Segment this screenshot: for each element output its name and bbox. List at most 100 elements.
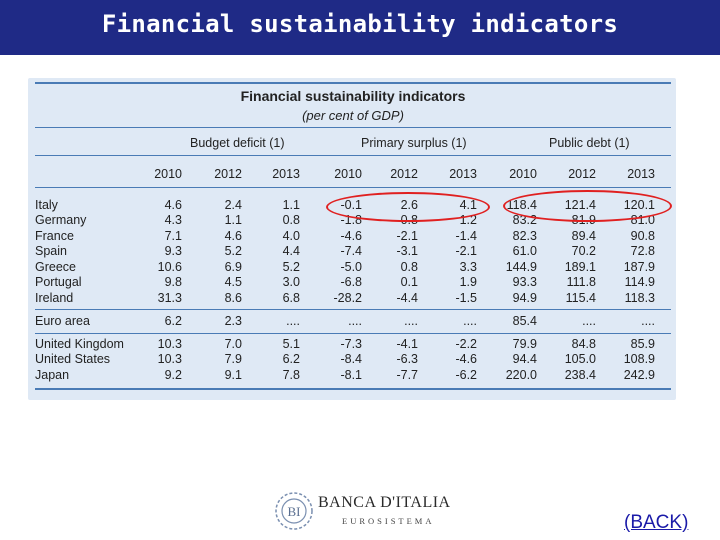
table-cell: 4.0 [282,229,300,243]
table-cell: 4.5 [224,275,242,289]
table-cell: 4.6 [164,198,182,212]
table-cell: 108.9 [623,352,655,366]
table-cell: 9.1 [224,368,242,382]
table-cell: 1.9 [459,275,477,289]
table-cell: 9.3 [164,244,182,258]
logo-name: BANCA D'ITALIA [318,494,451,511]
table-cell: 0.8 [400,260,418,274]
table-title: Financial sustainability indicators [240,88,466,104]
table-cell: 187.9 [623,260,655,274]
table-cell: 114.9 [624,275,655,289]
group-header-public-debt: Public debt (1) [549,136,630,150]
year-header: 2010 [154,167,182,181]
table-cell: .... [582,314,596,328]
table-cell: 4.4 [282,244,300,258]
back-link[interactable]: (BACK) [624,512,689,533]
table-cell: -8.4 [340,352,362,366]
table-cell: 2.4 [224,198,242,212]
section-rule-2 [35,333,671,334]
table-cell: -4.6 [455,352,477,366]
highlight-ellipse-primary-surplus [326,192,490,222]
table-cell: -7.7 [396,368,418,382]
table-cell: 10.3 [157,337,182,351]
row-label: United Kingdom [35,337,124,351]
table-cell: -6.2 [455,368,477,382]
table-cell: 10.6 [157,260,182,274]
table-cell: 84.8 [571,337,596,351]
row-label: Greece [35,260,76,274]
highlight-ellipse-public-debt [503,190,672,222]
table-cell: -2.2 [455,337,477,351]
table-cell: -1.4 [455,229,477,243]
table-cell: -7.3 [340,337,362,351]
table-cell: -2.1 [396,229,418,243]
row-label: France [35,229,74,243]
table-panel [28,78,676,400]
header-rule [35,127,671,128]
table-cell: -4.4 [396,291,418,305]
table-cell: 6.2 [282,352,300,366]
table-cell: -5.0 [340,260,362,274]
table-cell: 189.1 [564,260,596,274]
table-cell: .... [641,314,655,328]
table-cell: 5.1 [282,337,300,351]
table-cell: 90.8 [630,229,655,243]
table-cell: 31.3 [157,291,182,305]
table-cell: .... [463,314,477,328]
table-cell: -3.1 [396,244,418,258]
row-label: Euro area [35,314,90,328]
table-cell: 2.3 [224,314,242,328]
row-label: Portugal [35,275,82,289]
table-cell: 1.1 [224,213,242,227]
table-cell: 115.4 [565,291,596,305]
table-cell: 9.2 [164,368,182,382]
year-rule [35,187,671,188]
table-cell: 89.4 [571,229,596,243]
table-cell: 82.3 [512,229,537,243]
table-cell: 6.2 [164,314,182,328]
table-cell: 7.8 [282,368,300,382]
group-header-budget-deficit: Budget deficit (1) [190,136,285,150]
year-header: 2013 [627,167,655,181]
table-bottom-rule [35,388,671,390]
table-cell: 94.4 [512,352,537,366]
table-cell: 0.1 [400,275,418,289]
table-cell: 7.1 [164,229,182,243]
table-top-rule [35,82,671,84]
table-cell: 111.8 [566,275,596,289]
table-cell: 85.9 [630,337,655,351]
table-cell: .... [404,314,418,328]
row-label: Ireland [35,291,74,305]
row-label: Germany [35,213,87,227]
table-cell: 6.8 [282,291,300,305]
table-cell: .... [286,314,300,328]
table-cell: 105.0 [564,352,596,366]
table-cell: 94.9 [512,291,537,305]
year-header: 2013 [449,167,477,181]
year-header: 2012 [568,167,596,181]
table-cell: 61.0 [512,244,537,258]
table-cell: 8.6 [224,291,242,305]
table-cell: -4.1 [396,337,418,351]
table-cell: 7.0 [224,337,242,351]
row-label: Italy [35,198,58,212]
row-label: Spain [35,244,67,258]
table-cell: 242.9 [623,368,655,382]
table-cell: -8.1 [340,368,362,382]
year-header: 2012 [390,167,418,181]
year-header: 2010 [334,167,362,181]
table-cell: 9.8 [164,275,182,289]
table-cell: -1.5 [455,291,477,305]
table-cell: 5.2 [282,260,300,274]
table-cell: 85.4 [512,314,537,328]
table-cell: 118.3 [624,291,655,305]
table-cell: 10.3 [157,352,182,366]
table-cell: -6.8 [340,275,362,289]
row-label: Japan [35,368,70,382]
year-header: 2010 [509,167,537,181]
table-cell: 7.9 [224,352,242,366]
group-rule [35,155,671,156]
table-cell: 70.2 [571,244,596,258]
table-subtitle: (per cent of GDP) [302,108,404,123]
table-cell: 79.9 [512,337,537,351]
